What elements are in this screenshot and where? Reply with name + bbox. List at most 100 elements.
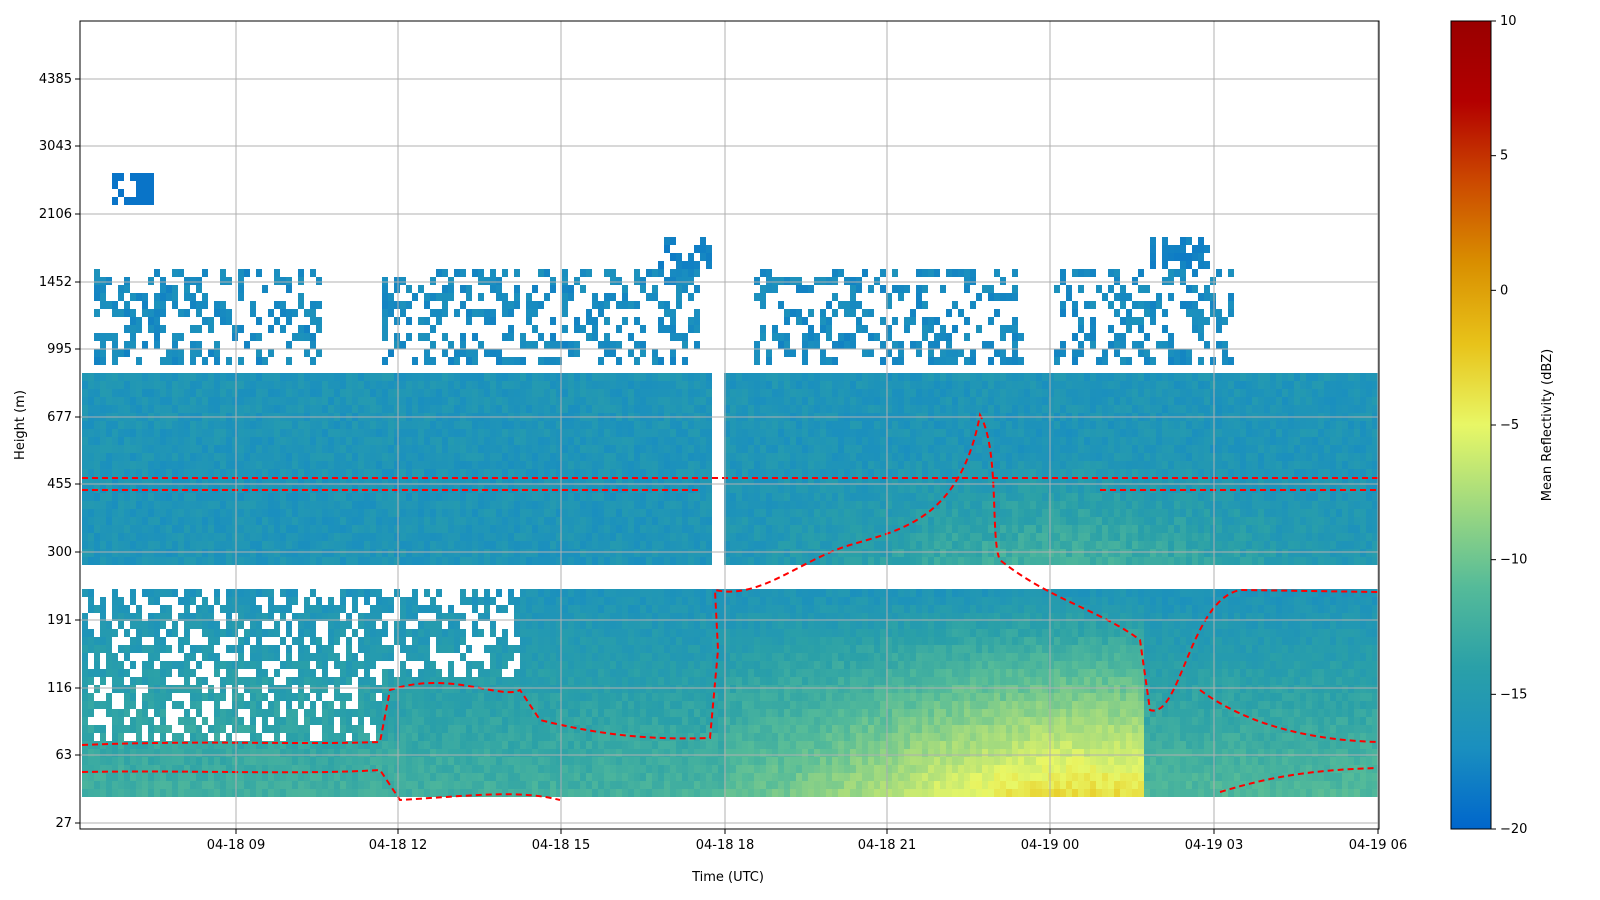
heatmap-cell (364, 437, 370, 445)
heatmap-cell (580, 549, 586, 557)
heatmap-cell (568, 349, 574, 357)
heatmap-cell (424, 429, 430, 437)
heatmap-cell (172, 269, 178, 277)
heatmap-cell (214, 461, 220, 469)
heatmap-cell (406, 381, 412, 389)
heatmap-cell (418, 469, 424, 477)
heatmap-cell (646, 525, 652, 533)
heatmap-cell (358, 789, 364, 797)
heatmap-cell (538, 717, 544, 725)
heatmap-cell (244, 789, 250, 797)
heatmap-cell (568, 629, 574, 637)
heatmap-cell (232, 781, 238, 789)
heatmap-cell (370, 653, 376, 661)
heatmap-cell (214, 773, 220, 781)
heatmap-cell (388, 725, 394, 733)
heatmap-cell (286, 781, 292, 789)
heatmap-cell (196, 325, 202, 333)
heatmap-cell (232, 621, 238, 629)
heatmap-cell (490, 429, 496, 437)
heatmap-cell (184, 293, 190, 301)
heatmap-cell (400, 461, 406, 469)
heatmap-cell (388, 501, 394, 509)
heatmap-cell (568, 429, 574, 437)
heatmap-cell (118, 781, 124, 789)
heatmap-cell (94, 781, 100, 789)
heatmap-cell (568, 533, 574, 541)
heatmap-cell (304, 557, 310, 565)
heatmap-cell (508, 549, 514, 557)
heatmap-cell (316, 693, 322, 701)
heatmap-cell (388, 445, 394, 453)
heatmap-cell (424, 445, 430, 453)
heatmap-cell (238, 269, 244, 277)
heatmap-cell (334, 549, 340, 557)
heatmap-cell (526, 309, 532, 317)
heatmap-cell (580, 509, 586, 517)
heatmap-cell (616, 597, 622, 605)
heatmap-cell (664, 637, 670, 645)
heatmap-cell (214, 781, 220, 789)
heatmap-cell (664, 429, 670, 437)
heatmap-cell (514, 677, 520, 685)
heatmap-cell (136, 381, 142, 389)
heatmap-cell (118, 469, 124, 477)
heatmap-cell (316, 389, 322, 397)
heatmap-cell (592, 749, 598, 757)
heatmap-cell (436, 541, 442, 549)
heatmap-cell (508, 717, 514, 725)
heatmap-cell (232, 525, 238, 533)
heatmap-cell (556, 469, 562, 477)
heatmap-cell (670, 589, 676, 597)
heatmap-cell (526, 605, 532, 613)
heatmap-cell (592, 669, 598, 677)
heatmap-cell (88, 421, 94, 429)
heatmap-cell (250, 629, 256, 637)
heatmap-cell (382, 381, 388, 389)
heatmap-cell (400, 437, 406, 445)
heatmap-cell (358, 517, 364, 525)
heatmap-cell (610, 277, 616, 285)
heatmap-cell (382, 693, 388, 701)
heatmap-cell (496, 285, 502, 293)
heatmap-cell (544, 453, 550, 461)
heatmap-cell (244, 661, 250, 669)
heatmap-cell (442, 541, 448, 549)
heatmap-cell (166, 757, 172, 765)
heatmap-cell (448, 437, 454, 445)
heatmap-cell (256, 485, 262, 493)
heatmap-cell (484, 469, 490, 477)
heatmap-cell (388, 349, 394, 357)
heatmap-cell (310, 405, 316, 413)
heatmap-cell (334, 541, 340, 549)
heatmap-cell (394, 341, 400, 349)
heatmap-cell (526, 637, 532, 645)
heatmap-cell (580, 717, 586, 725)
heatmap-cell (574, 445, 580, 453)
heatmap-cell (514, 517, 520, 525)
heatmap-cell (604, 709, 610, 717)
heatmap-cell (274, 477, 280, 485)
heatmap-cell (580, 613, 586, 621)
heatmap-cell (148, 373, 154, 381)
heatmap-cell (130, 405, 136, 413)
heatmap-cell (292, 501, 298, 509)
heatmap-cell (448, 637, 454, 645)
heatmap-cell (298, 701, 304, 709)
heatmap-cell (442, 493, 448, 501)
heatmap-cell (106, 533, 112, 541)
heatmap-cell (154, 725, 160, 733)
heatmap-cell (352, 661, 358, 669)
heatmap-cell (316, 461, 322, 469)
heatmap-cell (556, 717, 562, 725)
heatmap-cell (106, 373, 112, 381)
heatmap-cell (352, 749, 358, 757)
heatmap-cell (100, 301, 106, 309)
heatmap-cell (292, 469, 298, 477)
heatmap-cell (124, 501, 130, 509)
heatmap-cell (394, 781, 400, 789)
heatmap-cell (154, 421, 160, 429)
heatmap-cell (292, 517, 298, 525)
heatmap-cell (184, 773, 190, 781)
heatmap-cell (328, 781, 334, 789)
